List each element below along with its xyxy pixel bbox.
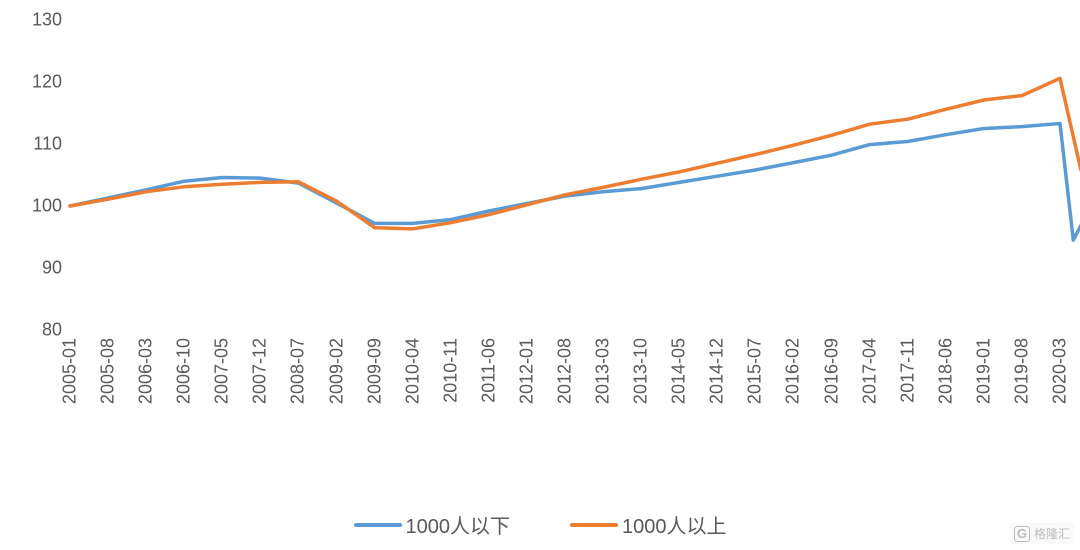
x-tick-label: 2016-09 (821, 338, 842, 404)
legend-item: 1000人以下 (354, 510, 511, 539)
x-tick-label: 2010-11 (440, 338, 461, 403)
x-tick-label: 2017-11 (897, 338, 918, 403)
x-tick-label: 2006-03 (136, 338, 157, 404)
x-tick-label: 2013-03 (593, 338, 614, 404)
watermark-icon: G (1014, 526, 1030, 542)
plot-area: 80901001101201302005-012005-082006-03200… (70, 20, 1060, 330)
x-tick-label: 2005-01 (60, 338, 81, 404)
x-tick-label: 2011-06 (478, 338, 499, 403)
x-tick-label: 2007-12 (250, 338, 271, 404)
x-tick-label: 2017-04 (859, 338, 880, 404)
x-tick-label: 2005-08 (98, 338, 119, 404)
x-tick-label: 2014-05 (669, 338, 690, 404)
x-tick-label: 2009-02 (326, 338, 347, 404)
x-tick-label: 2009-09 (364, 338, 385, 404)
legend-label: 1000人以下 (406, 510, 511, 539)
line-chart: 80901001101201302005-012005-082006-03200… (0, 0, 1080, 550)
x-tick-label: 2010-04 (402, 338, 423, 404)
x-tick-label: 2012-08 (555, 338, 576, 404)
x-tick-label: 2008-07 (288, 338, 309, 404)
x-tick-label: 2020-03 (1050, 338, 1071, 404)
y-tick-label: 90 (42, 258, 62, 279)
x-tick-label: 2006-10 (174, 338, 195, 404)
x-tick-label: 2016-02 (783, 338, 804, 404)
y-tick-label: 100 (32, 196, 62, 217)
x-tick-label: 2019-08 (1011, 338, 1032, 404)
legend: 1000人以下 1000人以上 (0, 510, 1080, 539)
x-tick-label: 2012-01 (516, 338, 537, 404)
x-tick-label: 2014-12 (707, 338, 728, 404)
watermark: G 格隆汇 (1010, 523, 1074, 544)
legend-swatch (570, 523, 618, 527)
legend-swatch (354, 523, 402, 527)
y-tick-label: 110 (33, 134, 62, 155)
legend-label: 1000人以上 (622, 510, 727, 539)
x-tick-label: 2007-05 (212, 338, 233, 404)
x-tick-label: 2015-07 (745, 338, 766, 404)
watermark-text: 格隆汇 (1034, 525, 1070, 542)
x-tick-label: 2018-06 (935, 338, 956, 404)
x-tick-label: 2019-01 (973, 338, 994, 404)
chart-lines (70, 20, 1060, 330)
x-tick-label: 2013-10 (631, 338, 652, 404)
y-tick-label: 130 (32, 10, 62, 31)
legend-item: 1000人以上 (570, 510, 727, 539)
y-tick-label: 120 (32, 72, 62, 93)
series-line (70, 78, 1080, 229)
series-line (70, 124, 1080, 241)
